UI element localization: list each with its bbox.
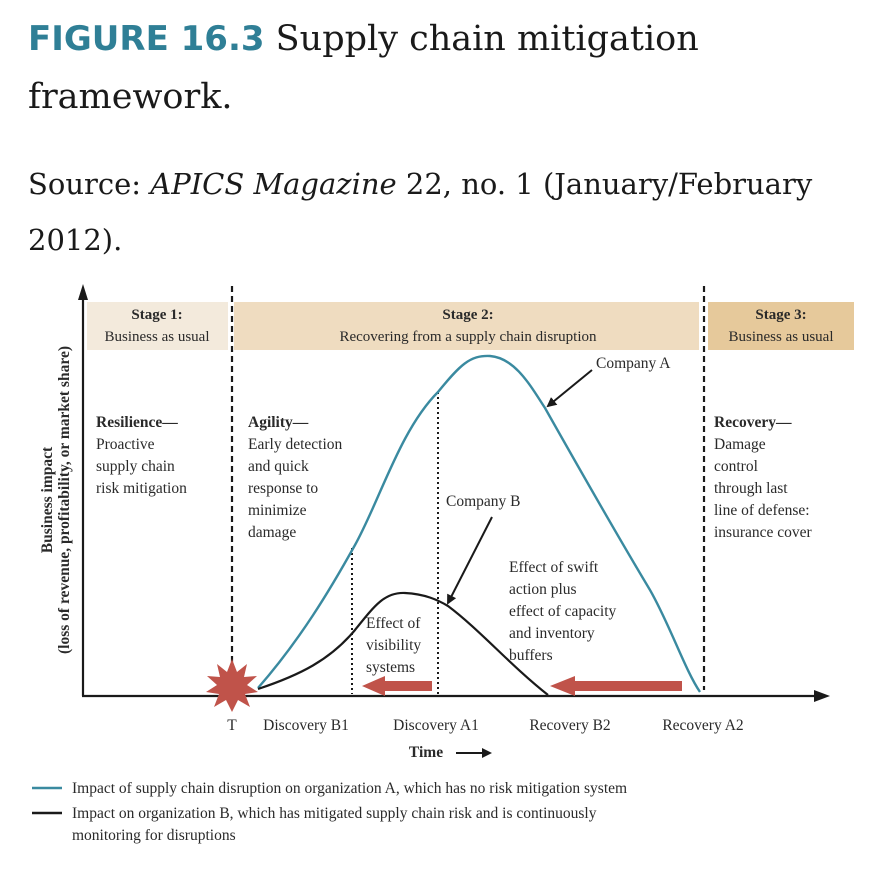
legend-text-company-a: Impact of supply chain disruption on org… (72, 780, 627, 797)
x-tick-discovery-b1: Discovery B1 (263, 717, 349, 734)
resilience-line: Proactive (96, 436, 155, 453)
visibility-line: systems (366, 659, 415, 676)
x-tick-recovery-b2: Recovery B2 (529, 717, 610, 734)
figure-title-text: Supply chain mitigation framework. (28, 19, 699, 117)
recovery-heading: Recovery— (714, 414, 792, 431)
visibility-effect-arrow-icon (362, 676, 432, 696)
y-axis-label: Business impact (loss of revenue, profit… (39, 346, 73, 654)
stage-3-band (708, 302, 854, 350)
agility-line: minimize (248, 502, 307, 519)
resilience-heading: Resilience— (96, 414, 178, 431)
resilience-line: supply chain (96, 458, 175, 475)
swift-line: effect of capacity (509, 603, 617, 620)
agility-line: and quick (248, 458, 309, 475)
agility-block: Agility— Early detection and quick respo… (248, 414, 342, 541)
y-axis-label-line2: (loss of revenue, profitability, or mark… (56, 346, 73, 654)
visibility-line: visibility (366, 637, 421, 654)
resilience-line: risk mitigation (96, 480, 187, 497)
recovery-line: line of defense: (714, 502, 810, 519)
recovery-line: through last (714, 480, 788, 497)
swift-line: buffers (509, 647, 553, 664)
legend: Impact of supply chain disruption on org… (32, 780, 627, 844)
x-axis-label: Time (409, 744, 443, 761)
company-b-pointer (447, 516, 493, 605)
swift-action-effect-arrow-icon (550, 676, 682, 696)
company-a-pointer (546, 369, 593, 408)
visibility-line: Effect of (366, 615, 421, 632)
agility-line: response to (248, 480, 318, 497)
stage-2-subtitle: Recovering from a supply chain disruptio… (339, 329, 597, 345)
x-axis-arrow-icon (814, 690, 830, 702)
source-publication: APICS Magazine (150, 167, 397, 201)
company-a-label: Company A (596, 355, 671, 372)
stage-3-title: Stage 3: (755, 307, 806, 323)
source-details: 22, no. 1 (January/February 2012). (28, 167, 813, 257)
figure-caption: FIGURE 16.3 Supply chain mitigation fram… (28, 10, 868, 268)
agility-heading: Agility— (248, 414, 309, 431)
figure-label: FIGURE 16.3 (28, 19, 265, 59)
recovery-line: Damage (714, 436, 766, 453)
legend-text-company-b-line2: monitoring for disruptions (72, 827, 236, 844)
y-axis-label-line1: Business impact (39, 446, 56, 553)
figure-title: FIGURE 16.3 Supply chain mitigation fram… (28, 10, 868, 126)
source-prefix: Source: (28, 167, 151, 201)
recovery-line: insurance cover (714, 524, 813, 541)
company-a-curve (257, 354, 701, 693)
x-tick-discovery-a1: Discovery A1 (393, 717, 479, 734)
swift-line: and inventory (509, 625, 595, 642)
swift-line: Effect of swift (509, 559, 599, 576)
stage-3-subtitle: Business as usual (729, 329, 834, 345)
visibility-effect-text: Effect of visibility systems (366, 615, 421, 676)
agility-line: damage (248, 524, 296, 541)
stage-1-title: Stage 1: (131, 307, 182, 323)
resilience-block: Resilience— Proactive supply chain risk … (96, 414, 187, 497)
legend-text-company-b-line1: Impact on organization B, which has miti… (72, 805, 597, 822)
stage-1-subtitle: Business as usual (105, 329, 210, 345)
company-b-label: Company B (446, 493, 521, 510)
y-axis-arrow-icon (78, 284, 88, 300)
x-tick-recovery-a2: Recovery A2 (662, 717, 743, 734)
disruption-burst-icon (206, 659, 258, 712)
recovery-line: control (714, 458, 758, 475)
x-tick-t: T (227, 717, 237, 734)
stage-1-band (87, 302, 228, 350)
recovery-block: Recovery— Damage control through last li… (714, 414, 813, 541)
stage-2-band (234, 302, 699, 350)
stage-2-title: Stage 2: (442, 307, 493, 323)
swift-line: action plus (509, 581, 577, 598)
swift-action-effect-text: Effect of swift action plus effect of ca… (509, 559, 617, 664)
figure-source: Source: APICS Magazine 22, no. 1 (Januar… (28, 156, 868, 268)
agility-line: Early detection (248, 436, 342, 453)
company-b-curve (257, 591, 549, 696)
